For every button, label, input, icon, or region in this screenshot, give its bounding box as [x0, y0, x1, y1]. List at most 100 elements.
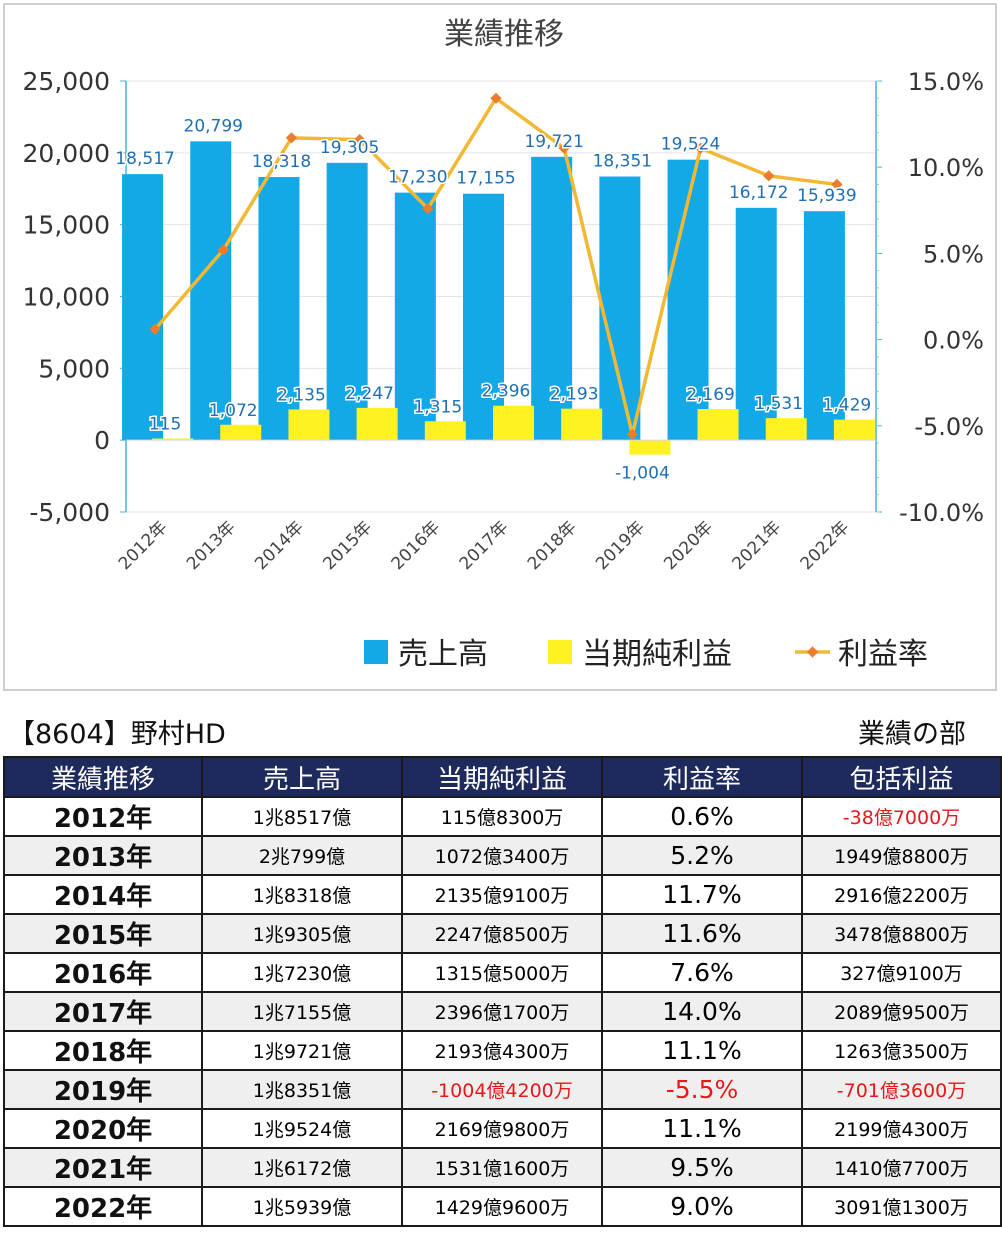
data-label-net-income: 1,315 [413, 397, 462, 417]
table-row: 2019年 1兆8351億 -1004億4200万 -5.5% -701億3600万 [3, 1069, 1002, 1110]
cell-comprehensive-income: 2199億4300万 [801, 1108, 1002, 1149]
legend-marker-margin [806, 646, 819, 658]
bar-sales [735, 207, 777, 441]
data-label-sales: 19,305 [320, 138, 379, 158]
margin-point [353, 133, 366, 146]
cell-year: 2022年 [3, 1186, 203, 1227]
cell-margin: 11.1% [601, 1030, 803, 1071]
category-label: 2018年 [524, 517, 581, 574]
cell-year: 2018年 [3, 1030, 203, 1071]
cell-comprehensive-income: 3091億1300万 [801, 1186, 1002, 1227]
right-tick-label: -5.0% [914, 413, 984, 441]
data-label-sales: 19,524 [661, 135, 720, 155]
table-row: 2015年 1兆9305億 2247億8500万 11.6% 3478億8800万 [3, 913, 1002, 954]
table-body: 2012年 1兆8517億 115億8300万 0.6% -38億7000万 2013年 2… [3, 796, 1002, 1227]
header-margin: 利益率 [601, 756, 803, 798]
cell-sales: 1兆8517億 [201, 796, 403, 837]
data-label-sales: 20,799 [184, 116, 243, 136]
bar-sales [394, 192, 436, 441]
cell-sales: 1兆8318億 [201, 874, 403, 915]
legend-swatch-net-income [548, 640, 572, 664]
margin-point [422, 202, 434, 215]
left-tick-label: 15,000 [23, 211, 110, 240]
cell-comprehensive-income: -38億7000万 [801, 796, 1002, 837]
data-label-sales: 18,318 [252, 152, 311, 172]
cell-net-income: 2193億4300万 [401, 1030, 603, 1071]
data-label-net-income: 115 [149, 415, 181, 435]
category-label: 2017年 [456, 517, 513, 574]
cell-year: 2019年 [3, 1069, 203, 1110]
data-label-net-income: 2,396 [482, 382, 531, 402]
legend-label-net-income: 当期純利益 [582, 637, 732, 672]
cell-net-income: -1004億4200万 [401, 1069, 603, 1110]
bar-sales [463, 193, 504, 441]
bar-sales [190, 141, 232, 441]
cell-year: 2015年 [3, 913, 203, 954]
margin-point [694, 142, 707, 154]
right-tick-label: 5.0% [923, 240, 984, 268]
cell-margin: 9.0% [601, 1186, 803, 1227]
margin-point [763, 170, 775, 182]
data-label-sales: 17,230 [388, 168, 447, 188]
header-period: 業績推移 [3, 756, 203, 798]
bar-net-income [833, 419, 875, 441]
category-label: 2015年 [319, 517, 376, 574]
bar-sales [803, 211, 845, 441]
cell-net-income: 1072億3400万 [401, 835, 603, 876]
right-tick-label: 10.0% [908, 154, 984, 182]
category-label: 2022年 [797, 517, 854, 574]
cell-year: 2014年 [3, 874, 203, 915]
header-sales: 売上高 [201, 756, 403, 798]
cell-comprehensive-income: 1410億7700万 [801, 1147, 1002, 1188]
right-tick-label: -10.0% [899, 499, 984, 527]
cell-comprehensive-income: 327億9100万 [801, 952, 1002, 993]
left-tick-label: 5,000 [38, 354, 110, 383]
margin-point [626, 428, 639, 441]
bar-sales [258, 176, 300, 441]
left-tick-label: 25,000 [23, 67, 110, 96]
bar-net-income [356, 407, 398, 441]
cell-comprehensive-income: 3478億8800万 [801, 913, 1002, 954]
bar-net-income [220, 424, 262, 441]
category-label: 2019年 [592, 517, 649, 574]
cell-sales: 1兆5939億 [201, 1186, 403, 1227]
cell-net-income: 115億8300万 [401, 796, 603, 837]
cell-year: 2013年 [3, 835, 203, 876]
cell-year: 2017年 [3, 991, 203, 1032]
cell-comprehensive-income: 2089億9500万 [801, 991, 1002, 1032]
cell-net-income: 1429億9600万 [401, 1186, 603, 1227]
cell-net-income: 2169億9800万 [401, 1108, 603, 1149]
data-label-net-income: 1,072 [209, 401, 258, 421]
performance-chart: 業績推移 -5,000 0 5,000 10,000 15,000 20,000 25,000… [23, 17, 984, 672]
bar-net-income [765, 418, 807, 441]
cell-margin: -5.5% [601, 1069, 803, 1110]
table-row: 2014年 1兆8318億 2135億9100万 11.7% 2916億2200万 [3, 874, 1002, 915]
cell-net-income: 1531億1600万 [401, 1147, 603, 1188]
margin-point [285, 132, 298, 144]
margin-point [149, 323, 161, 335]
table-row: 2018年 1兆9721億 2193億4300万 11.1% 1263億3500万 [3, 1030, 1002, 1071]
cell-comprehensive-income: 2916億2200万 [801, 874, 1002, 915]
data-label-net-income: 2,169 [686, 385, 735, 405]
cell-sales: 1兆8351億 [201, 1069, 403, 1110]
cell-sales: 1兆7230億 [201, 952, 403, 993]
left-tick-label: -5,000 [29, 498, 110, 527]
header-comprehensive-income: 包括利益 [801, 756, 1002, 798]
data-label-sales: 18,351 [593, 152, 652, 172]
cell-sales: 1兆9524億 [201, 1108, 403, 1149]
left-tick-label: 0 [94, 426, 110, 455]
data-label-sales: 15,939 [797, 186, 856, 206]
bar-sales [326, 162, 368, 441]
data-label-sales: 16,172 [729, 183, 788, 203]
data-label-net-income: 1,429 [823, 396, 872, 416]
bar-net-income [561, 408, 603, 441]
category-label: 2021年 [729, 517, 786, 574]
cell-net-income: 2135億9100万 [401, 874, 603, 915]
data-label-net-income: -1,004 [615, 464, 670, 484]
table-row: 2017年 1兆7155億 2396億1700万 14.0% 2089億9500万 [3, 991, 1002, 1032]
table-row: 2021年 1兆6172億 1531億1600万 9.5% 1410億7700万 [3, 1147, 1002, 1188]
data-label-sales: 17,155 [456, 169, 515, 189]
cell-net-income: 2247億8500万 [401, 913, 603, 954]
category-label: 2012年 [115, 517, 172, 574]
cell-sales: 1兆7155億 [201, 991, 403, 1032]
